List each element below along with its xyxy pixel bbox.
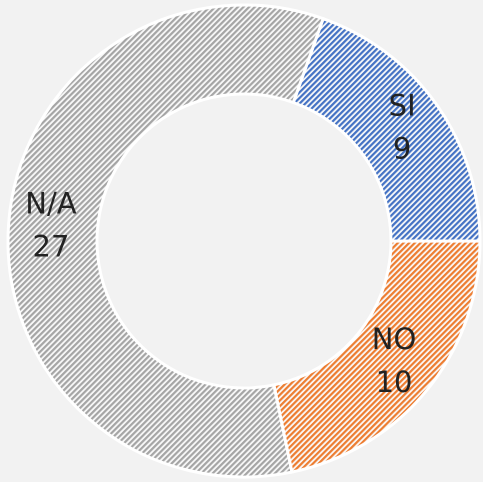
slice-name: SI (389, 89, 416, 123)
slice-value: 27 (33, 230, 70, 264)
donut-slice (272, 239, 482, 474)
slice-value: 10 (376, 365, 413, 399)
donut-slice (6, 3, 326, 479)
slice-value: 9 (393, 132, 411, 166)
slice-name: N/A (25, 187, 76, 221)
donut-slice (291, 16, 482, 243)
slice-name: NO (372, 322, 417, 356)
